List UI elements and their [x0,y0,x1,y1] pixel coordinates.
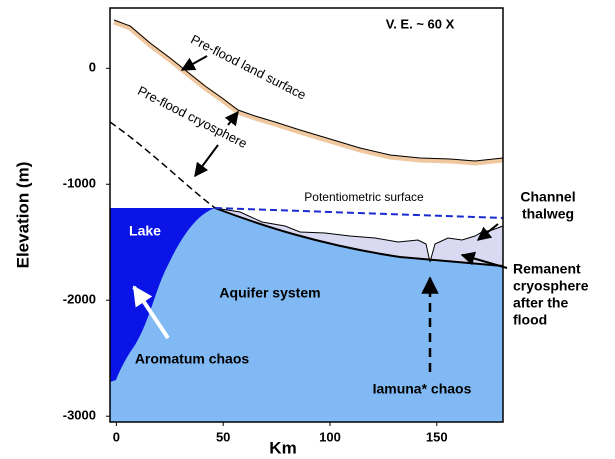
potentiometric-surface [214,207,504,219]
remanent-label: cryosphere [513,278,589,294]
cryosphere-line [109,121,216,209]
potentiometric-label: Potentiometric surface [304,190,424,204]
iamuna-label: Iamuna* chaos [373,381,472,397]
plot-frame [109,7,504,423]
aquifer-label: Aquifer system [219,285,320,301]
y-axis-label: Elevation (m) [13,162,32,269]
y-tick-label: -3000 [63,408,96,423]
x-tick-label: 0 [113,429,120,444]
scale-note: V. E. ~ 60 X [386,16,455,31]
lake-label: Lake [129,223,161,239]
land-surface [113,19,504,166]
x-tick-label: 100 [319,429,341,444]
channel-label: Channel [520,189,575,205]
arrow [460,251,508,269]
lake [110,208,215,382]
arrow [476,223,499,241]
land-surface-line [113,19,504,162]
y-tick-label: -1000 [63,176,96,191]
y-tick-label: 0 [89,60,96,75]
remanent-label: flood [513,312,547,328]
remanent-label: Remanent [513,261,581,277]
cryosphere-label: Pre-flood cryosphere [135,83,249,151]
y-tick-label: -2000 [63,292,96,307]
arrow [180,55,208,71]
x-tick-label: 50 [216,429,230,444]
x-tick-label: 150 [426,429,448,444]
arrow [132,285,170,340]
x-axis-label: Km [269,438,296,457]
aromatum-label: Aromatum chaos [135,351,250,367]
arrow [194,144,219,178]
arrow [224,110,239,127]
cryosphere-base [214,207,504,267]
aquifer [110,208,503,422]
remanent-label: after the [513,295,568,311]
channel-label: thalweg [522,206,574,222]
